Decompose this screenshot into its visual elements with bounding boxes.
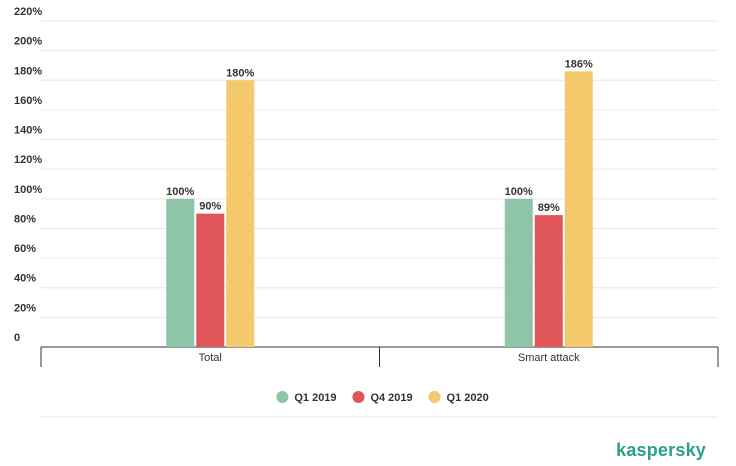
bar xyxy=(226,80,255,347)
data-label: 90% xyxy=(199,201,221,213)
data-label: 100% xyxy=(166,186,194,198)
data-label: 180% xyxy=(226,67,254,79)
y-tick-label: 100% xyxy=(14,184,42,196)
legend-marker xyxy=(276,391,289,403)
category-label: Smart attack xyxy=(518,352,580,364)
bar xyxy=(166,198,195,347)
y-tick-label: 60% xyxy=(14,243,36,255)
y-tick-label: 80% xyxy=(14,213,36,225)
y-tick-label: 120% xyxy=(14,154,42,166)
legend-marker xyxy=(428,391,441,403)
data-label: 186% xyxy=(565,58,593,70)
bar xyxy=(504,198,533,347)
kaspersky-logo: kaspersky xyxy=(616,440,706,460)
y-tick-label: 160% xyxy=(14,95,42,107)
legend-label: Q1 2019 xyxy=(294,392,336,404)
bar xyxy=(534,215,563,347)
y-tick-label: 40% xyxy=(14,273,36,285)
y-tick-label: 220% xyxy=(14,6,42,18)
legend-marker xyxy=(352,391,365,403)
data-label: 89% xyxy=(538,202,560,214)
legend-label: Q4 2019 xyxy=(370,392,412,404)
data-label: 100% xyxy=(505,186,533,198)
y-tick-label: 140% xyxy=(14,125,42,137)
y-tick-label: 180% xyxy=(14,65,42,77)
y-tick-label: 0 xyxy=(14,332,20,344)
category-label: Total xyxy=(199,352,222,364)
legend-label: Q1 2020 xyxy=(447,392,489,404)
bar xyxy=(564,71,593,347)
y-tick-label: 200% xyxy=(14,36,42,48)
y-tick-label: 20% xyxy=(14,302,36,314)
bar xyxy=(196,213,225,347)
